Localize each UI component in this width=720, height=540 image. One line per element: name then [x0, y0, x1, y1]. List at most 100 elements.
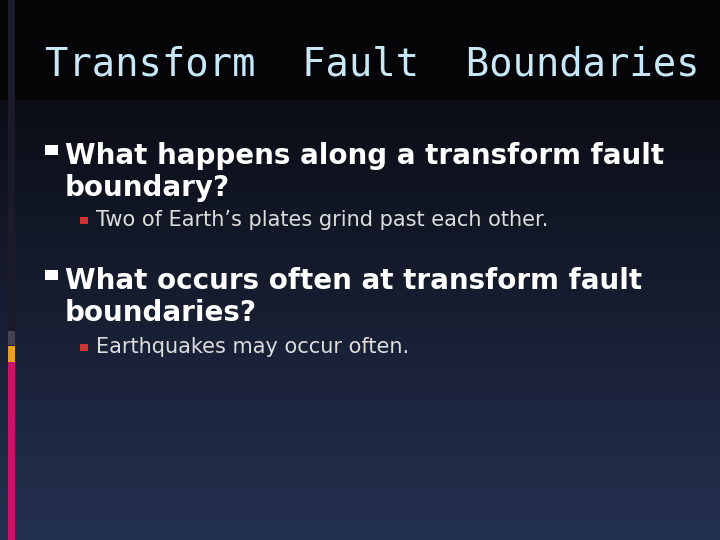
Bar [0, 85, 720, 90]
Bar [0, 15, 720, 20]
Bar [0, 126, 720, 131]
Bar [0, 210, 720, 214]
Bar [0, 312, 720, 317]
Bar [0, 39, 720, 44]
Bar [0, 4, 720, 9]
Bar [0, 436, 720, 441]
Bar [0, 285, 720, 290]
Bar [45, 145, 58, 155]
Bar [0, 501, 720, 506]
Bar [0, 245, 720, 249]
Bar [0, 215, 720, 220]
Bar [0, 458, 720, 463]
Bar [0, 355, 720, 360]
Bar [0, 520, 720, 525]
Bar [0, 223, 720, 228]
Bar [0, 393, 720, 398]
Bar [0, 339, 720, 344]
Bar [0, 266, 720, 271]
Bar [0, 345, 720, 349]
Bar [0, 426, 720, 430]
Bar [80, 343, 88, 350]
Bar [0, 31, 720, 36]
Bar [0, 390, 720, 395]
Bar [0, 139, 720, 144]
Bar [0, 239, 720, 244]
Bar [0, 250, 720, 255]
Bar [0, 407, 720, 411]
Bar [0, 201, 720, 206]
Bar [0, 380, 720, 384]
Bar [0, 269, 720, 274]
Bar [0, 26, 720, 31]
Bar [0, 72, 720, 77]
Bar [0, 525, 720, 530]
Bar [0, 461, 720, 465]
Bar [0, 242, 720, 247]
Bar [0, 277, 720, 282]
Bar [0, 291, 720, 295]
Bar [0, 196, 720, 201]
Bar [8, 0, 15, 540]
Bar [0, 156, 720, 160]
Bar [45, 270, 58, 280]
Bar [0, 353, 720, 357]
Bar [0, 58, 720, 63]
Bar [0, 247, 720, 252]
Bar [0, 145, 720, 150]
Bar [0, 99, 720, 104]
Bar [0, 466, 720, 471]
Bar [0, 439, 720, 444]
Text: Transform  Fault  Boundaries: Transform Fault Boundaries [45, 46, 700, 84]
Bar [0, 96, 720, 101]
Bar [0, 318, 720, 322]
Bar [0, 442, 720, 447]
Bar [0, 29, 720, 33]
Bar [0, 23, 720, 28]
Bar [0, 323, 720, 328]
Bar [0, 191, 720, 195]
Bar [0, 488, 720, 492]
Bar [0, 366, 720, 371]
Bar [0, 369, 720, 374]
Bar [0, 534, 720, 538]
Text: Earthquakes may occur often.: Earthquakes may occur often. [96, 337, 409, 357]
Bar [0, 18, 720, 23]
Bar [0, 21, 720, 25]
Bar [0, 372, 720, 376]
Bar [0, 161, 720, 166]
Bar [0, 237, 720, 241]
Bar [0, 53, 720, 58]
Bar [0, 37, 720, 42]
Bar [0, 129, 720, 133]
Bar [0, 220, 720, 225]
Bar [0, 463, 720, 468]
Bar [0, 434, 720, 438]
Bar [8, 346, 15, 362]
Bar [0, 147, 720, 152]
Bar [0, 66, 720, 71]
Bar [0, 280, 720, 285]
Bar [0, 255, 720, 260]
Bar [0, 301, 720, 306]
Bar [0, 274, 720, 279]
Bar [0, 131, 720, 136]
Bar [0, 474, 720, 479]
Bar [0, 417, 720, 422]
Bar [0, 102, 720, 106]
Bar [0, 61, 720, 66]
Bar [0, 258, 720, 263]
Bar [0, 0, 720, 100]
Bar [0, 331, 720, 336]
Bar [0, 88, 720, 93]
Bar [0, 490, 720, 495]
Bar [0, 420, 720, 425]
Text: What occurs often at transform fault
boundaries?: What occurs often at transform fault bou… [65, 267, 642, 327]
Bar [0, 261, 720, 266]
Bar [0, 253, 720, 258]
Bar [0, 134, 720, 139]
Bar [0, 493, 720, 498]
Bar [0, 234, 720, 239]
Bar [0, 453, 720, 457]
Bar [0, 309, 720, 314]
